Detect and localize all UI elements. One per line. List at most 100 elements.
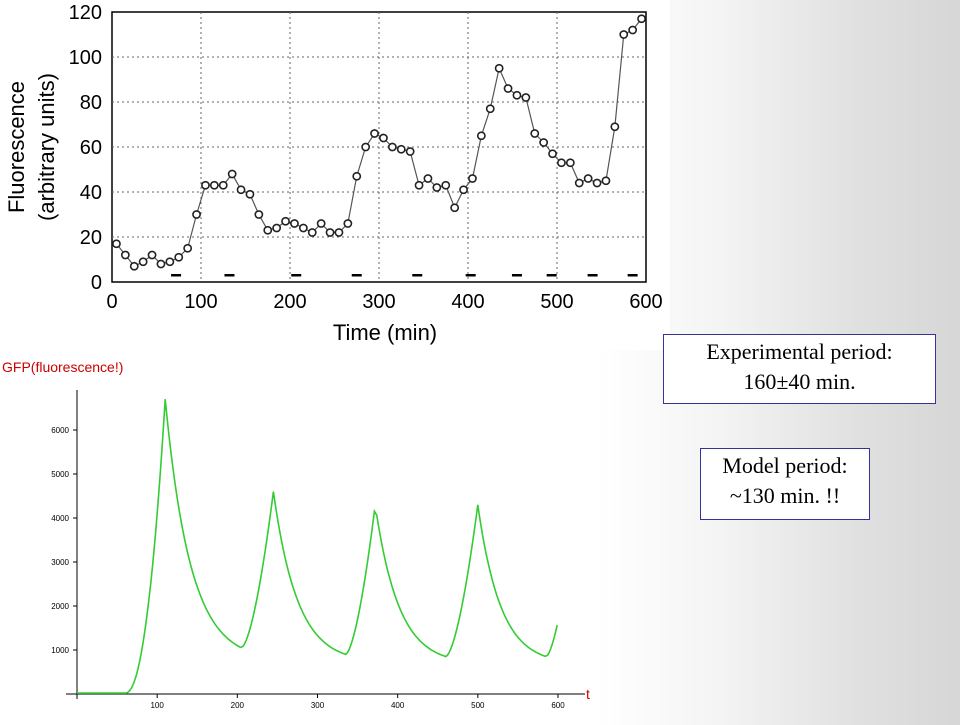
data-point [290,219,299,228]
data-point [334,228,344,237]
data-point [156,259,166,269]
data-point [494,63,504,73]
data-point [352,171,362,181]
x-tick-label: 600 [551,701,565,710]
data-point [503,84,513,93]
model-period-callout: Model period: ~130 min. !! [700,448,870,520]
x-axis-label: t [586,686,590,702]
data-point [361,142,371,152]
data-series [112,14,646,271]
data-point [112,239,121,249]
data-point [298,223,308,233]
y-tick-label: 60 [80,137,102,159]
y-tick-label: 6000 [51,426,69,435]
data-point [476,131,486,141]
x-tick-label: 500 [540,291,573,313]
data-point [396,144,406,154]
data-point [281,216,290,226]
data-point [468,174,477,183]
data-point [316,219,326,228]
data-point [557,158,566,168]
data-point [432,183,442,192]
y-tick-label: 3000 [51,558,69,567]
x-tick-label: 100 [150,701,164,710]
data-point [379,133,388,143]
callout-line: Model period: [722,453,848,478]
data-point [245,189,255,199]
experimental-chart: 0 100 200 300 400 500 600 0 20 40 60 80 100 120 Time … [0,0,670,350]
callout-line: ~130 min. !! [729,483,841,508]
model-curve [77,399,558,694]
data-point [539,138,549,147]
data-point [192,210,201,219]
experimental-period-callout: Experimental period: 160±40 min. [663,334,936,404]
data-point [254,210,264,219]
y-tick-label: 100 [69,47,102,69]
data-point [138,257,148,267]
y-axis-label: GFP(fluorescence!) [2,359,123,375]
tick-labels: 100 200 300 400 500 600 1000 2000 3000 4000 5000 60… [51,426,565,710]
data-point [619,30,629,39]
y-tick-label: 0 [91,272,102,294]
callout-line: 160±40 min. [743,369,856,394]
data-point [628,25,638,35]
y-tick-label: 1000 [51,646,69,655]
y-tick-label: 80 [80,92,102,114]
data-point [129,261,139,271]
y-tick-label: 2000 [51,602,69,611]
data-point [227,169,237,179]
data-point [165,257,175,267]
x-tick-label: 600 [629,291,662,313]
data-point [405,147,415,156]
model-chart: 100 200 300 400 500 600 1000 2000 3000 4000 5000 60… [0,352,598,720]
y-tick-label: 40 [80,182,102,204]
data-point [325,228,335,237]
data-point [307,228,317,237]
y-axis-label-line2: (arbitrary units) [34,73,59,221]
data-point [209,180,219,190]
y-tick-label: 4000 [51,514,69,523]
x-tick-label: 0 [106,291,117,313]
x-tick-label: 300 [362,291,395,313]
data-point [201,180,210,190]
data-point [370,129,379,138]
model-series [77,399,558,694]
x-tick-label: 200 [273,291,306,313]
y-axis-label-line1: Fluorescence [4,81,29,213]
data-point [450,203,460,213]
experimental-chart-svg: 0 100 200 300 400 500 600 0 20 40 60 80 100 120 Time … [4,2,663,345]
data-point [174,252,184,262]
data-point [183,243,193,253]
x-tick-label: 200 [231,701,245,710]
y-tick-label: 5000 [51,470,69,479]
data-point [263,225,273,235]
data-point [601,176,611,186]
data-point [272,223,282,233]
data-point [548,149,557,159]
x-tick-label: 100 [184,291,217,313]
data-point [387,142,397,152]
data-point [459,185,468,195]
data-point [512,90,522,100]
data-point [583,174,593,183]
x-tick-label: 300 [311,701,325,710]
tick-labels: 0 100 200 300 400 500 600 0 20 40 60 80 100 120 [69,2,663,313]
data-point [565,158,575,168]
data-point [423,174,433,183]
data-point [218,180,228,190]
x-tick-label: 400 [451,291,484,313]
data-point [441,180,451,190]
data-point [574,178,584,188]
model-chart-svg: 100 200 300 400 500 600 1000 2000 3000 4000 5000 60… [2,359,590,710]
x-tick-label: 400 [391,701,405,710]
y-tick-label: 120 [69,2,102,24]
y-tick-label: 20 [80,227,102,249]
data-point [120,250,130,260]
data-point [637,14,646,24]
data-point [485,104,495,114]
x-axis-label: Time (min) [333,320,437,345]
grid-lines [112,12,646,282]
data-point [521,93,531,102]
data-point [610,122,620,132]
data-point [414,180,424,190]
